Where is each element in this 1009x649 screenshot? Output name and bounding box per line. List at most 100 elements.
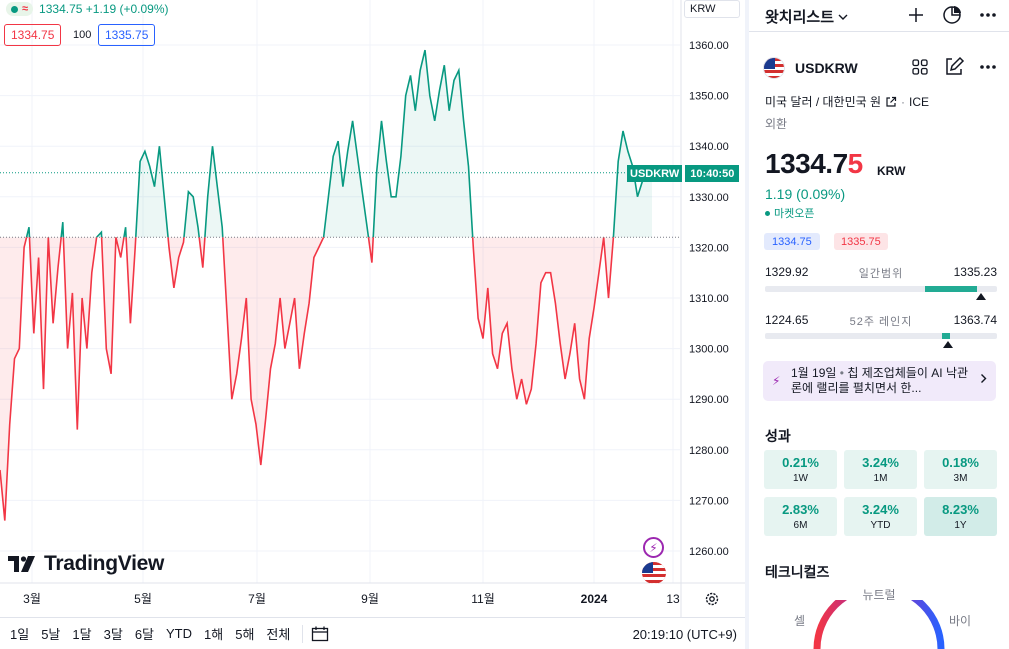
current-price-tag: USDKRW 10:40:50: [627, 165, 740, 182]
news-headline: 칩 제조업체들이 AI 낙관론에 랠리를 펼치면서 한...: [791, 366, 969, 395]
market-open-dot-icon: [11, 5, 18, 13]
price-change: 1.19 (0.09%): [765, 186, 846, 202]
y-tick-label: 1340.00: [689, 141, 729, 153]
panel-resizer[interactable]: [745, 0, 749, 649]
x-tick-label: 7월: [248, 592, 266, 606]
news-card[interactable]: ⚡ 1월 19일 • 칩 제조업체들이 AI 낙관론에 랠리를 펼치면서 한..…: [763, 361, 996, 401]
x-tick-label: 3월: [23, 592, 41, 606]
day-range-bar: [765, 286, 997, 292]
chart-pane[interactable]: 1360.00 1350.00 1340.00 1330.00 1320.00 1310.…: [0, 0, 745, 649]
week52-label: 52주 레인지: [849, 316, 913, 328]
series-line-above: [25, 49, 653, 238]
performance-value: 0.21%: [782, 455, 819, 470]
performance-period: 1Y: [954, 520, 967, 531]
area-fill-above: [26, 50, 652, 238]
performance-value: 0.18%: [942, 455, 979, 470]
x-tick-label: 11월: [471, 592, 495, 606]
range-button[interactable]: YTD: [166, 626, 193, 641]
edit-note-icon[interactable]: [943, 56, 965, 78]
x-tick-label: 13: [666, 592, 680, 606]
range-button[interactable]: 6달: [134, 627, 155, 642]
tradingview-mark-icon: [8, 556, 35, 572]
ask-button[interactable]: 1335.75: [98, 24, 156, 46]
us-flag-icon: [763, 57, 785, 79]
y-tick-label: 1310.00: [689, 293, 729, 305]
range-button[interactable]: 5해: [235, 627, 255, 642]
tradingview-wordmark: TradingView: [44, 552, 165, 575]
last-price: 1334.75: [765, 148, 863, 180]
range-button[interactable]: 3달: [103, 627, 123, 642]
range-button[interactable]: 전체: [266, 627, 291, 642]
performance-cell[interactable]: 8.23% 1Y: [924, 497, 997, 536]
y-tick-label: 1290.00: [689, 394, 729, 406]
week52-high: 1363.74: [953, 313, 997, 327]
pie-chart-icon[interactable]: [941, 4, 963, 26]
week52-range-labels: 1224.65 52주 레인지 1363.74: [765, 313, 997, 329]
event-bolt-icon[interactable]: ⚡: [643, 537, 664, 558]
week52-marker-icon: [943, 341, 954, 348]
symbol-name[interactable]: USDKRW: [795, 60, 858, 76]
market-status-pill[interactable]: ≈: [6, 2, 34, 16]
performance-cell[interactable]: 0.18% 3M: [924, 450, 997, 489]
symbol-more-icon[interactable]: [977, 56, 999, 78]
x-tick-label: 5월: [134, 592, 152, 606]
performance-grid: 0.21% 1W 3.24% 1M 0.18% 3M 2.83% 6M 3.24% YTD 8.23…: [764, 450, 997, 536]
right-panel: 왓치리스트 USDKRW: [749, 0, 1009, 649]
last-price-digit: 5: [847, 148, 864, 179]
day-range-low: 1329.92: [765, 265, 809, 279]
currency-button[interactable]: KRW: [684, 0, 740, 18]
watchlist-header: 왓치리스트: [749, 0, 1009, 32]
performance-cell[interactable]: 3.24% 1M: [844, 450, 917, 489]
exchange-name[interactable]: ICE: [909, 94, 930, 109]
flag-icon: [642, 562, 666, 584]
range-button[interactable]: 5날: [41, 627, 61, 642]
us-flag-event-icon[interactable]: [642, 562, 666, 584]
status-dot-icon: [765, 210, 770, 216]
performance-period: 1W: [793, 473, 808, 484]
clock-timezone[interactable]: 20:19:10 (UTC+9): [632, 626, 737, 642]
performance-value: 2.83%: [782, 502, 819, 517]
bid-badge: 1334.75: [764, 233, 820, 250]
performance-cell[interactable]: 0.21% 1W: [764, 450, 837, 489]
legend-price: 1334.75 +1.19 (+0.09%): [39, 2, 169, 16]
price-tag-symbol: USDKRW: [627, 165, 683, 182]
external-link-icon[interactable]: [885, 96, 897, 108]
market-status: 마켓오픈: [765, 205, 814, 221]
price-chart[interactable]: 1360.00 1350.00 1340.00 1330.00 1320.00 1310.…: [0, 0, 745, 617]
spread-value: 100: [73, 29, 92, 41]
range-button[interactable]: 1일: [10, 627, 30, 642]
gear-icon[interactable]: [703, 590, 721, 608]
series-line-below: [0, 237, 615, 521]
chevron-down-icon: [838, 14, 848, 20]
calendar-range-icon[interactable]: [309, 623, 331, 645]
tradingview-logo[interactable]: TradingView: [8, 552, 164, 576]
news-date: 1월 19일: [791, 366, 837, 380]
bid-button[interactable]: 1334.75: [4, 24, 62, 46]
day-range-label: 일간범위: [858, 268, 904, 280]
watchlist-title-button[interactable]: 왓치리스트: [765, 6, 848, 27]
grid-layout-icon[interactable]: [909, 56, 931, 78]
add-symbol-icon[interactable]: [905, 4, 927, 26]
y-tick-label: 1260.00: [689, 546, 729, 558]
range-buttons: 1일 5날 1달 3달 6달 YTD 1해 5해 전체: [0, 622, 296, 646]
price-currency: KRW: [877, 164, 906, 178]
y-tick-label: 1360.00: [689, 40, 729, 52]
day-range-labels: 1329.92 일간범위 1335.23: [765, 265, 997, 281]
range-button[interactable]: 1달: [72, 627, 92, 642]
performance-cell[interactable]: 3.24% YTD: [844, 497, 917, 536]
range-button[interactable]: 1해: [204, 627, 224, 642]
y-tick-label: 1280.00: [689, 445, 729, 457]
more-options-icon[interactable]: [977, 4, 999, 26]
performance-period: 6M: [793, 520, 808, 531]
tech-buy-label: 바이: [949, 614, 972, 628]
tech-neutral-label: 뉴트럴: [862, 588, 896, 602]
performance-cell[interactable]: 2.83% 6M: [764, 497, 837, 536]
performance-period: 1M: [873, 473, 888, 484]
news-text: 1월 19일 • 칩 제조업체들이 AI 낙관론에 랠리를 펼치면서 한...: [791, 366, 977, 396]
technicals-gauge: [813, 600, 945, 649]
symbol-full-name: 미국 달러 / 대한민국 원: [765, 95, 882, 109]
y-tick-label: 1350.00: [689, 91, 729, 103]
technicals-title[interactable]: 테크니컬즈: [765, 564, 830, 580]
performance-period: 3M: [953, 473, 968, 484]
bottom-toolbar: 1일 5날 1달 3달 6달 YTD 1해 5해 전체 20:19:10 (UTC+9): [0, 617, 745, 649]
